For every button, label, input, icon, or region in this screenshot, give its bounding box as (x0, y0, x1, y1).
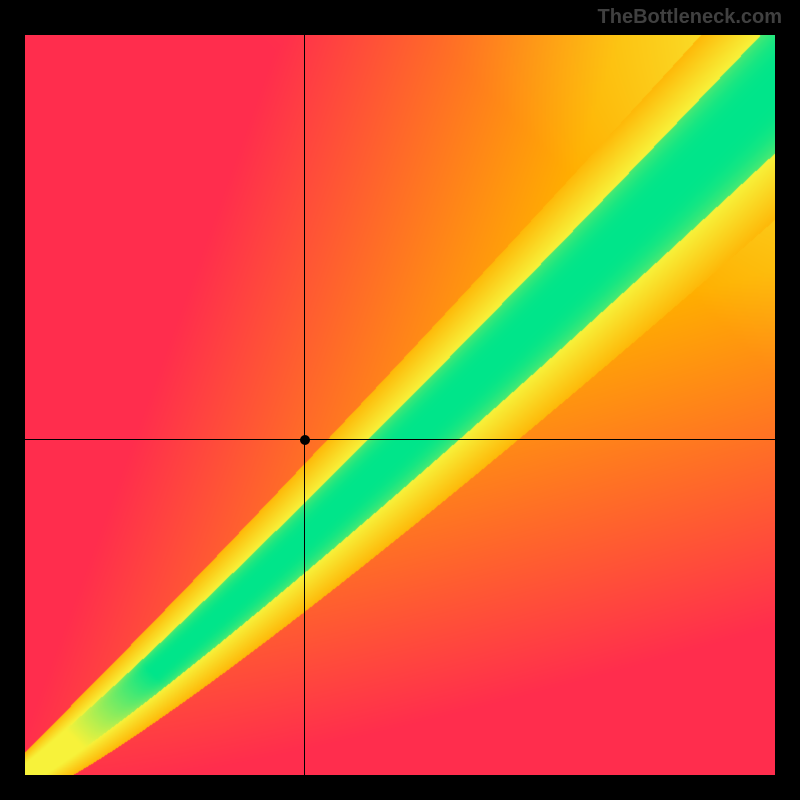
heatmap-canvas (25, 35, 775, 775)
crosshair-marker-dot (300, 435, 310, 445)
crosshair-vertical (304, 35, 305, 775)
watermark-text: TheBottleneck.com (598, 6, 782, 29)
crosshair-horizontal (25, 439, 775, 440)
heatmap-plot-area (25, 35, 775, 775)
